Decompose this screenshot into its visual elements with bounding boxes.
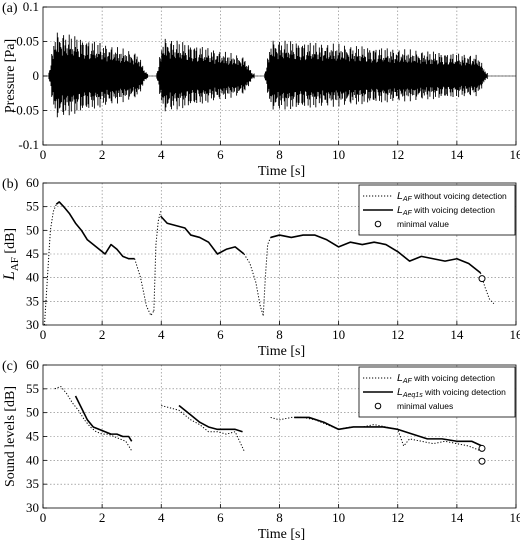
y-tick-label: -0.1 — [18, 137, 39, 152]
x-tick-label: 2 — [99, 327, 106, 342]
x-tick-label: 12 — [391, 147, 404, 162]
legend-entry-text: LAF without voicing detection — [397, 190, 507, 203]
x-tick-label: 4 — [158, 327, 165, 342]
y-axis-label: LAF [dB] — [1, 228, 21, 281]
series-dotted-line — [54, 385, 133, 452]
panel-b: 0 2 4 6 8 10 12 14 16 60 55 50 45 40 35 30 (b) Time [s] LA… — [1, 175, 520, 359]
x-tick-label: 12 — [391, 327, 404, 342]
waveform-segment — [264, 40, 488, 110]
grid — [43, 365, 516, 508]
x-tick-label: 6 — [217, 147, 224, 162]
grid — [43, 183, 516, 325]
legend-entry-text: minimal value — [397, 219, 449, 229]
y-axis-label: Sound levels [dB] — [3, 386, 18, 487]
x-tick-label: 2 — [99, 510, 106, 525]
series-solid-line — [178, 404, 243, 433]
series-solid-line — [74, 395, 133, 442]
x-tick-label: 10 — [332, 510, 345, 525]
y-tick-label: 0.05 — [16, 34, 39, 49]
series-solid-line — [294, 416, 483, 447]
y-tick-label: 50 — [26, 405, 39, 420]
panel-label: (a) — [2, 1, 18, 16]
x-tick-label: 14 — [450, 327, 464, 342]
y-tick-label: 55 — [26, 381, 39, 396]
x-tick-label: 0 — [40, 327, 47, 342]
y-tick-label: 45 — [26, 246, 39, 261]
series-dotted-line — [270, 416, 481, 452]
legend-marker-circle — [374, 402, 382, 410]
legend-entry-text: LAeq1s with voicing detection — [397, 386, 506, 399]
y-tick-label: 55 — [26, 199, 39, 214]
series-dotted-line — [480, 272, 495, 305]
x-tick-label: 0 — [40, 510, 47, 525]
series-solid-line — [55, 201, 135, 260]
y-tick-label: 30 — [26, 500, 39, 515]
y-tick-label: 60 — [26, 175, 39, 190]
x-tick-label: 6 — [217, 510, 224, 525]
panel-a: 0 2 4 6 8 10 12 14 16 0.1 0.05 0 -0.05 -0.1 (a) Time [s… — [2, 0, 520, 179]
series-dotted-line — [243, 253, 264, 316]
series-dotted-line — [262, 237, 272, 316]
panel-c: 0 2 4 6 8 10 12 14 16 60 55 50 45 40 35 30 (c) Time [s] So… — [2, 357, 520, 542]
y-axis-label: Pressure [Pa] — [3, 39, 18, 113]
series-group — [54, 385, 483, 452]
legend-entry-text: LAF with voicing detection — [397, 204, 495, 217]
series-dotted-line — [134, 258, 155, 317]
x-tick-label: 2 — [99, 147, 106, 162]
x-tick-label: 0 — [40, 147, 47, 162]
x-axis-label: Time [s] — [258, 344, 305, 359]
minimal-value-marker — [478, 275, 486, 283]
x-tick-label: 6 — [217, 327, 224, 342]
minimal-value-marker — [478, 444, 486, 452]
x-tick-label: 10 — [332, 147, 345, 162]
minimal-value-marker — [478, 457, 486, 465]
y-tick-label: 40 — [26, 270, 39, 285]
x-tick-label: 14 — [450, 510, 464, 525]
legend-entry-text: minimal values — [397, 401, 453, 411]
x-tick-label: 4 — [158, 147, 165, 162]
panel-label: (c) — [2, 359, 18, 374]
series-dotted-line — [43, 201, 60, 325]
x-tick-label: 10 — [332, 327, 345, 342]
series-dotted-line — [161, 405, 245, 452]
x-tick-label: 16 — [510, 327, 520, 342]
series-group — [43, 201, 495, 325]
y-tick-label: 50 — [26, 222, 39, 237]
y-tick-label: 40 — [26, 452, 39, 467]
y-tick-label: 45 — [26, 429, 39, 444]
x-tick-label: 8 — [276, 327, 283, 342]
x-tick-label: 4 — [158, 510, 165, 525]
x-tick-label: 14 — [450, 147, 464, 162]
series-dotted-line — [153, 211, 162, 311]
x-tick-label: 16 — [510, 510, 520, 525]
y-tick-label: 35 — [26, 476, 39, 491]
x-tick-label: 12 — [391, 510, 404, 525]
x-axis-label: Time [s] — [258, 164, 305, 179]
y-tick-label: 0 — [33, 68, 40, 83]
y-tick-label: 30 — [26, 317, 39, 332]
x-tick-label: 8 — [276, 510, 283, 525]
waveform-segment — [156, 38, 255, 112]
y-tick-label: -0.05 — [12, 103, 39, 118]
x-tick-label: 16 — [510, 147, 520, 162]
panel-label: (b) — [2, 177, 19, 192]
series-solid-line — [270, 234, 482, 274]
x-axis-label: Time [s] — [258, 527, 305, 542]
y-tick-label: 0.1 — [23, 0, 39, 14]
y-tick-label: 60 — [26, 357, 39, 372]
legend-marker-circle — [374, 220, 382, 228]
y-tick-label: 35 — [26, 293, 39, 308]
legend-entry-text: LAF with voicing detection — [397, 372, 495, 385]
waveform-segment — [48, 32, 149, 118]
x-tick-label: 8 — [276, 147, 283, 162]
series-solid-line — [160, 215, 245, 255]
series-group — [43, 32, 516, 118]
